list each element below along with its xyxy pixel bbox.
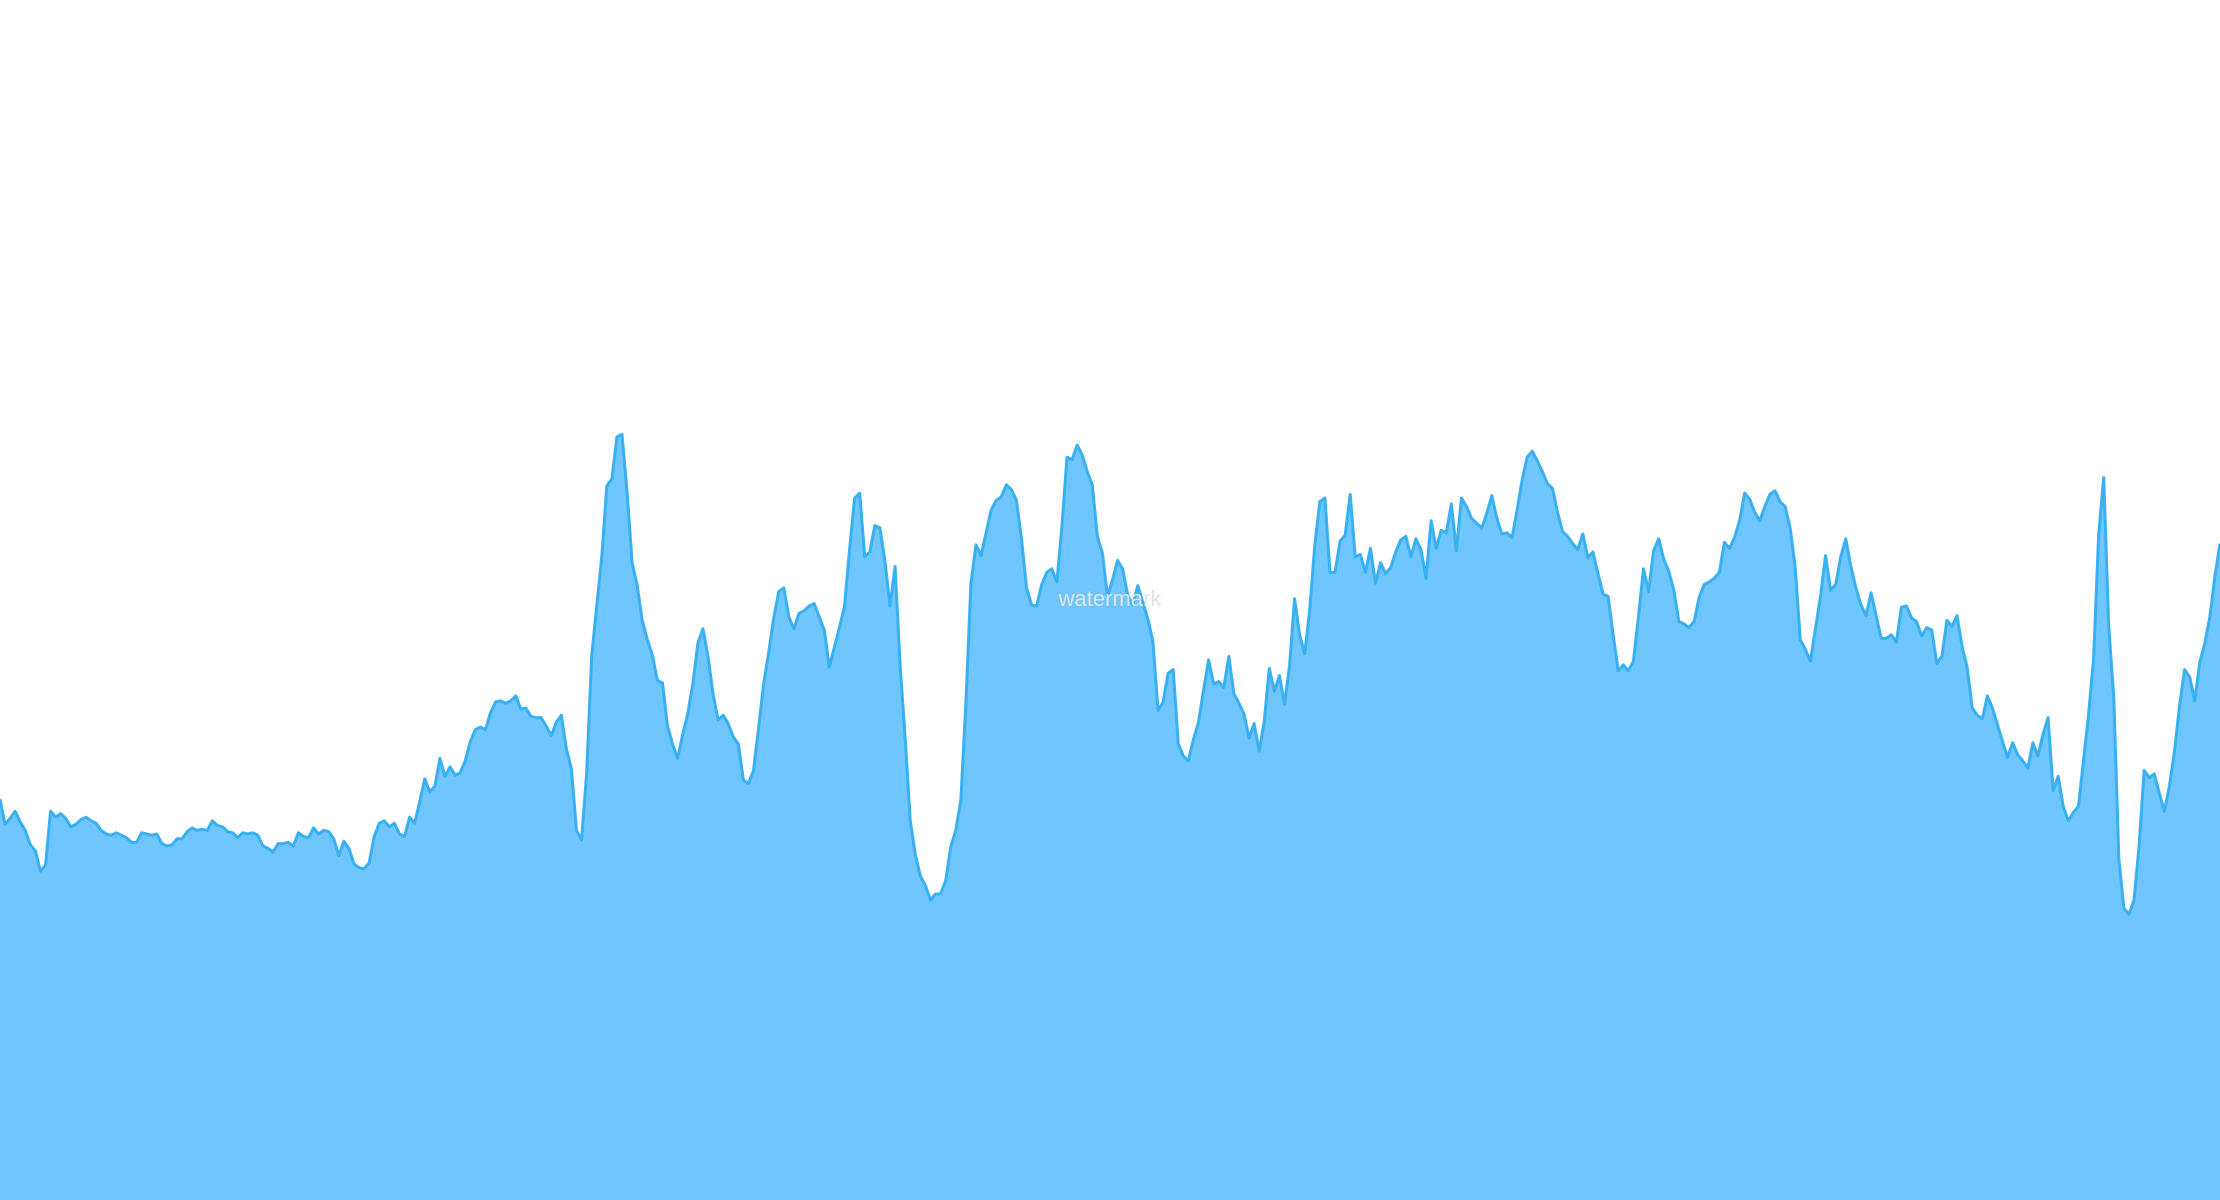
series-area-fill [0, 434, 2220, 1200]
watermark-text: watermark [1058, 586, 1163, 611]
series-line [0, 432, 2220, 916]
series-layer [0, 432, 2220, 1200]
